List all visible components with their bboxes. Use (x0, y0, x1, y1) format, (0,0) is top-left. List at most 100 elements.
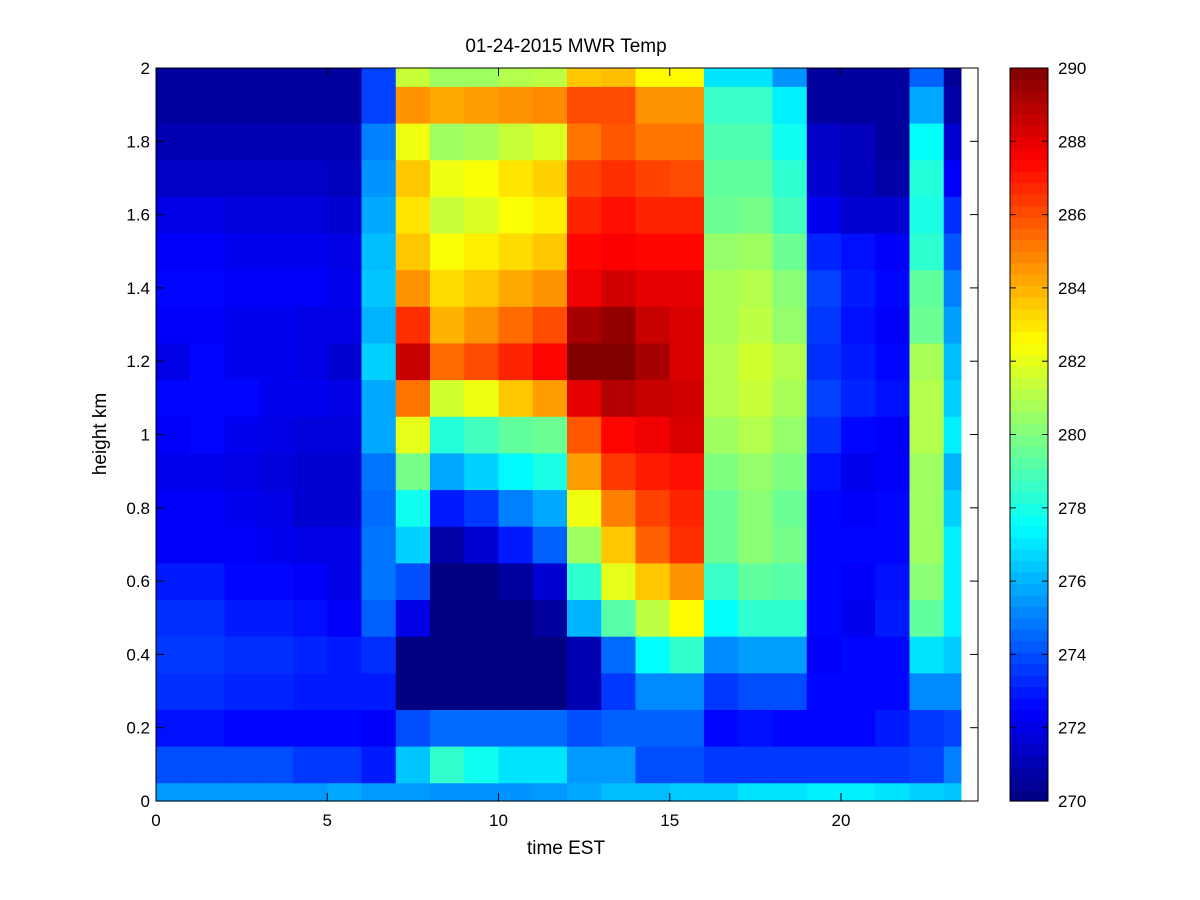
heatmap-cell (806, 672, 842, 710)
heatmap-cell (464, 122, 500, 161)
colorbar-swatch (1010, 675, 1048, 688)
heatmap-cell (943, 342, 962, 381)
heatmap-cell (395, 196, 431, 234)
heatmap-cell (464, 599, 500, 637)
heatmap-cell (806, 196, 842, 234)
colorbar-swatch (1010, 526, 1048, 539)
colorbar-swatch (1010, 365, 1048, 378)
heatmap-cell (841, 269, 876, 307)
heatmap-cell (943, 86, 962, 124)
colorbar-swatch (1010, 720, 1048, 733)
x-axis-ticks: 0 5 10 15 20 (151, 68, 850, 830)
heatmap-cell (669, 196, 705, 234)
heatmap-cell (669, 709, 705, 747)
heatmap-cell (293, 68, 328, 87)
heatmap-cell (738, 599, 774, 637)
heatmap-cell (841, 746, 876, 784)
heatmap-cell (943, 599, 962, 637)
colorbar-swatch (1010, 594, 1048, 607)
heatmap-cell (361, 636, 397, 674)
x-tick-label: 10 (489, 811, 508, 830)
heatmap-cell (293, 526, 328, 564)
y-tick-label: 0.4 (126, 645, 150, 664)
heatmap-cell (909, 709, 945, 747)
heatmap-cell (601, 782, 637, 802)
colorbar-swatch (1010, 686, 1048, 699)
heatmap-cell (909, 672, 945, 710)
heatmap-cell (430, 306, 465, 344)
heatmap-cell (224, 86, 260, 124)
heatmap-cell (361, 379, 397, 417)
heatmap-cell (909, 562, 945, 601)
heatmap-cell (532, 342, 568, 381)
heatmap-cell (601, 416, 637, 454)
heatmap-cell (464, 782, 500, 802)
heatmap-cell (943, 782, 962, 802)
heatmap-cell (635, 416, 671, 454)
heatmap-cell (498, 599, 534, 637)
heatmap-cell (601, 562, 637, 601)
heatmap-cell (635, 379, 671, 417)
heatmap-cell (738, 122, 774, 161)
heatmap-cell (875, 416, 911, 454)
heatmap-cell (738, 416, 774, 454)
heatmap-cell (635, 709, 671, 747)
x-axis-label: time EST (527, 838, 606, 859)
heatmap-cell (464, 636, 500, 674)
heatmap-cell (258, 159, 294, 197)
heatmap-cell (704, 452, 739, 491)
heatmap-cell (841, 342, 876, 381)
heatmap-cell (293, 782, 328, 802)
heatmap-cell (635, 599, 671, 637)
heatmap-cell (430, 562, 465, 601)
colorbar-swatch (1010, 411, 1048, 424)
heatmap-cell (224, 269, 260, 307)
heatmap-cell (669, 342, 705, 381)
colorbar-swatch (1010, 285, 1048, 298)
colorbar-swatch (1010, 228, 1048, 241)
heatmap-cell (361, 452, 397, 491)
heatmap-cell (635, 746, 671, 784)
heatmap-cell (806, 342, 842, 381)
colorbar-swatch (1010, 377, 1048, 390)
colorbar-tick-label: 282 (1058, 352, 1086, 371)
heatmap-cell (224, 782, 260, 802)
colorbar-swatch (1010, 388, 1048, 401)
heatmap-cell (190, 562, 226, 601)
heatmap-cell (361, 159, 397, 197)
heatmap-cell (430, 526, 465, 564)
heatmap-cell (738, 306, 774, 344)
heatmap-cell (258, 489, 294, 527)
colorbar-swatch (1010, 571, 1048, 584)
heatmap-cell (498, 526, 534, 564)
heatmap-cell (293, 599, 328, 637)
heatmap-cell (361, 599, 397, 637)
heatmap-cell (327, 196, 363, 234)
heatmap-cell (258, 599, 294, 637)
heatmap-cell (635, 452, 671, 491)
colorbar-swatch (1010, 251, 1048, 264)
heatmap-cell (498, 269, 534, 307)
heatmap-cell (156, 526, 191, 564)
heatmap-cell (156, 86, 191, 124)
colorbar-swatch (1010, 274, 1048, 287)
heatmap-cell (395, 232, 431, 271)
colorbar-swatch (1010, 789, 1048, 802)
heatmap-cell (532, 159, 568, 197)
heatmap-cell (943, 232, 962, 271)
colorbar-swatch (1010, 102, 1048, 115)
heatmap-cell (772, 68, 808, 87)
heatmap-cell (943, 746, 962, 784)
colorbar-swatch (1010, 159, 1048, 172)
heatmap-cell (532, 526, 568, 564)
heatmap-cell (190, 68, 226, 87)
heatmap-cell (498, 122, 534, 161)
heatmap-cell (395, 122, 431, 161)
heatmap-cell (772, 746, 808, 784)
heatmap-cell (669, 232, 705, 271)
heatmap-cell (464, 342, 500, 381)
heatmap-cell (841, 782, 876, 802)
heatmap-cell (601, 86, 637, 124)
heatmap-cell (806, 159, 842, 197)
heatmap-cell (430, 68, 465, 87)
